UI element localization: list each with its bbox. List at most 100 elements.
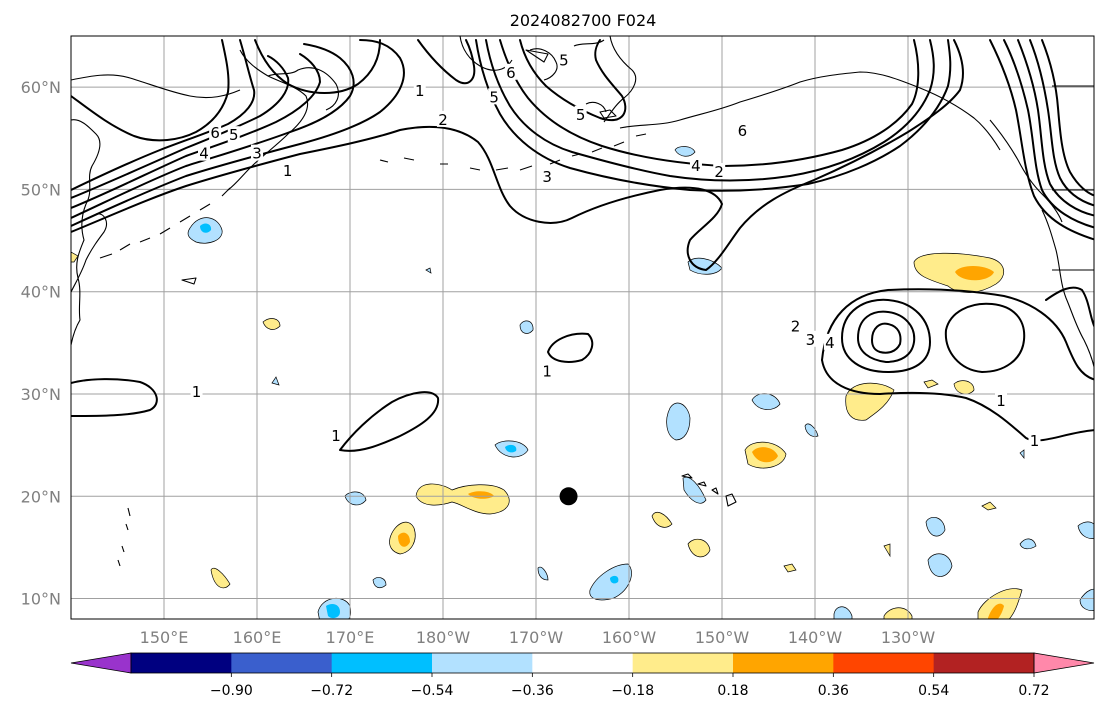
contour-label-background	[413, 82, 426, 99]
contour-label-background	[557, 51, 570, 68]
coastline-asia	[71, 119, 101, 346]
contour-line-alaska-east-2	[1003, 39, 1094, 229]
contour-line-alaska-east-1	[989, 39, 1094, 241]
contour-label: 4	[691, 157, 701, 175]
contour-label: 2	[791, 317, 801, 335]
positive-anomaly-patch	[883, 607, 913, 619]
longitude-tick-label: 140°W	[788, 628, 843, 647]
negative-anomaly-patch	[425, 267, 432, 274]
positive-anomaly-patch	[415, 483, 510, 515]
negative-anomaly-patch	[682, 476, 707, 504]
positive-anomaly-patch	[651, 512, 673, 528]
contour-label: 6	[738, 122, 748, 140]
coastline-islands	[117, 49, 617, 567]
contour-label: 2	[714, 163, 724, 181]
contour-label: 3	[252, 145, 262, 163]
contour-line-west-30N	[71, 378, 158, 417]
contour-label-background	[789, 317, 802, 334]
negative-anomaly-patch	[751, 393, 781, 410]
coastline-canada-west	[1041, 209, 1094, 369]
contour-label: 1	[415, 82, 425, 100]
contour-line-4	[71, 53, 321, 209]
contour-label-background	[281, 162, 294, 179]
negative-anomaly-patch	[589, 563, 632, 601]
colorbar-outline	[130, 652, 1035, 674]
negative-anomaly-patch	[1077, 521, 1094, 539]
negative-anomaly-patch	[804, 423, 819, 437]
colorbar-segment	[532, 653, 634, 673]
longitude-tick-label: 180°W	[416, 628, 471, 647]
colorbar-tick-label: −0.18	[611, 683, 654, 699]
contour-line-east-coast	[1045, 286, 1094, 329]
contour-label-background	[804, 330, 817, 347]
contour-label-background	[330, 426, 343, 443]
latitude-tick-label: 40°N	[21, 283, 61, 302]
longitude-tick-label: 160°W	[602, 628, 657, 647]
colorbar: −0.90 −0.72 −0.54 −0.36 −0.18 0.18 0.36 0.54 0.7…	[70, 652, 1095, 699]
location-marker	[559, 487, 578, 506]
contour-label-background	[209, 124, 222, 141]
positive-anomaly-patch	[923, 379, 939, 389]
contour-label: 1	[283, 162, 293, 180]
contour-label: 1	[1030, 432, 1040, 450]
coastline-aleutians	[379, 133, 647, 171]
colorbar-segment	[632, 653, 734, 673]
negative-anomaly-patch	[372, 577, 387, 589]
colorbar-tick-label: 0.54	[918, 683, 949, 699]
positive-anomaly-patch	[883, 543, 891, 558]
negative-anomaly-patch	[271, 376, 280, 386]
negative-anomaly-patch	[326, 604, 340, 619]
contour-label: 3	[542, 168, 552, 186]
contour-label-background	[995, 392, 1007, 409]
contour-label-background	[574, 105, 587, 122]
positive-anomaly-patch	[953, 380, 975, 395]
longitude-tick-label: 150°W	[695, 628, 750, 647]
contour-line-outer	[71, 39, 964, 271]
negative-anomaly-patch	[674, 146, 696, 157]
contour-line-high-4	[871, 322, 902, 354]
contours	[71, 39, 1094, 452]
map-frame	[70, 35, 1095, 620]
coastline-alaska-south	[619, 71, 1001, 151]
positive-anomaly-patch	[981, 501, 997, 511]
map-title: 2024082700 F024	[510, 11, 657, 30]
contour-label-background	[190, 382, 203, 399]
positive-anomaly-patch	[468, 491, 494, 499]
contour-line-2	[71, 39, 405, 227]
colorbar-extend-high	[1033, 652, 1095, 674]
negative-anomaly-patch	[344, 491, 367, 506]
positive-anomaly-patch	[210, 567, 231, 589]
contour-label: 4	[825, 334, 835, 352]
negative-anomaly-patch	[537, 566, 549, 581]
positive-anomaly-patch	[845, 382, 895, 421]
contour-label-background	[197, 144, 210, 161]
positive-anomaly-patch	[988, 603, 1004, 619]
negative-anomaly-patch	[927, 553, 953, 577]
longitude-tick-label: 160°E	[233, 628, 282, 647]
latitude-tick-label: 50°N	[21, 180, 61, 199]
longitude-tick-label: 130°W	[881, 628, 936, 647]
latitude-tick-label: 30°N	[21, 385, 61, 404]
colorbar-segment	[833, 653, 935, 673]
colorbar-tick-label: 0.18	[717, 683, 748, 699]
colorbar-segment	[733, 653, 834, 673]
contour-line-25N	[339, 391, 440, 452]
contour-label-background	[541, 362, 554, 379]
contour-label: 1	[192, 383, 202, 401]
contour-label: 1	[331, 427, 341, 445]
negative-anomaly-patch	[505, 444, 517, 453]
contour-line-high-3	[857, 310, 916, 363]
contour-line-3	[71, 43, 355, 219]
contour-label-background	[823, 333, 836, 350]
coastline-kamchatka-east	[267, 67, 339, 111]
latitude-tick-label: 60°N	[21, 78, 61, 97]
contour-label: 4	[199, 145, 209, 163]
contour-line-6	[71, 39, 256, 191]
contour-line-11	[475, 39, 952, 192]
contour-label: 1	[996, 392, 1006, 410]
colorbar-tick-label: −0.90	[210, 683, 253, 699]
positive-anomaly-patch	[398, 532, 410, 547]
